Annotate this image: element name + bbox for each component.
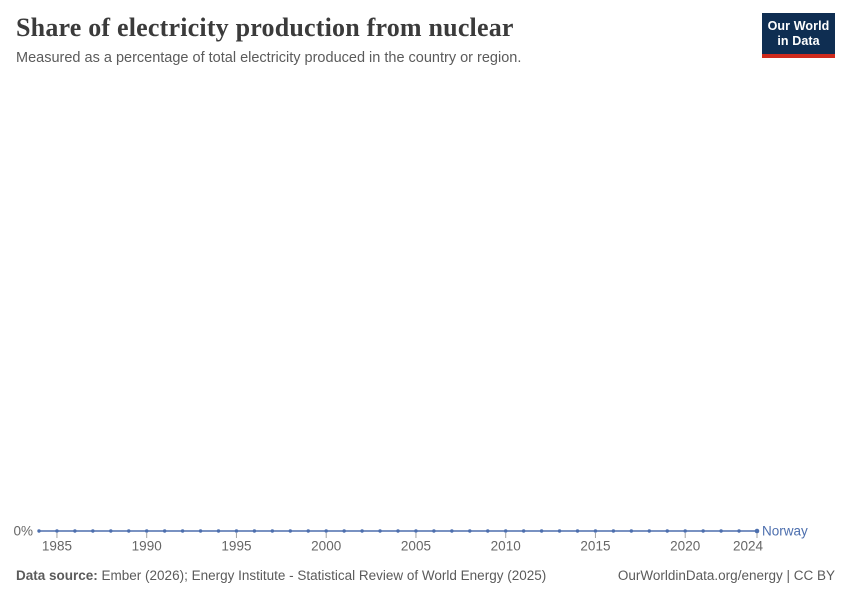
data-point[interactable] bbox=[216, 529, 221, 533]
data-point[interactable] bbox=[647, 529, 651, 533]
data-point[interactable] bbox=[683, 529, 687, 533]
page-subtitle: Measured as a percentage of total electr… bbox=[16, 49, 522, 66]
x-axis-label: 2024 bbox=[733, 539, 764, 554]
data-point[interactable] bbox=[252, 529, 257, 533]
data-point[interactable] bbox=[611, 529, 616, 533]
data-point[interactable] bbox=[306, 529, 310, 533]
data-point[interactable] bbox=[737, 529, 741, 533]
owid-logo-text-line1: Our World bbox=[767, 19, 830, 33]
data-source-text: Ember (2026); Energy Institute - Statist… bbox=[97, 568, 547, 583]
data-point[interactable] bbox=[91, 529, 95, 533]
data-point[interactable] bbox=[414, 529, 418, 533]
series-end-marker bbox=[754, 528, 760, 534]
data-point[interactable] bbox=[270, 529, 275, 533]
x-axis-label: 1990 bbox=[132, 539, 162, 554]
data-point[interactable] bbox=[378, 529, 382, 533]
owid-logo-text-line2: in Data bbox=[777, 33, 820, 48]
data-point[interactable] bbox=[324, 529, 328, 533]
data-source-note: Data source: Ember (2026); Energy Instit… bbox=[16, 568, 546, 584]
data-point[interactable] bbox=[701, 529, 705, 533]
data-point[interactable] bbox=[539, 529, 544, 533]
data-point[interactable] bbox=[468, 529, 472, 533]
data-point[interactable] bbox=[521, 529, 526, 533]
x-axis-label: 2015 bbox=[580, 539, 610, 554]
data-point[interactable] bbox=[360, 529, 364, 533]
data-point[interactable] bbox=[127, 529, 131, 533]
license-note: OurWorldinData.org/energy | CC BY bbox=[617, 568, 835, 583]
data-point[interactable] bbox=[55, 529, 59, 533]
data-point[interactable] bbox=[234, 529, 239, 533]
data-point[interactable] bbox=[288, 529, 292, 533]
x-axis-label: 2020 bbox=[670, 539, 700, 554]
data-point[interactable] bbox=[629, 529, 634, 533]
owid-logo[interactable]: Our World in Data bbox=[762, 13, 835, 58]
data-point[interactable] bbox=[593, 529, 598, 533]
chart-header: Share of electricity production from nuc… bbox=[16, 13, 835, 67]
data-point[interactable] bbox=[73, 529, 77, 533]
series-label-norway[interactable]: Norway bbox=[762, 524, 808, 539]
y-axis-label: 0% bbox=[13, 524, 33, 539]
x-axis-label: 2000 bbox=[311, 539, 341, 554]
data-point[interactable] bbox=[575, 529, 580, 533]
data-point[interactable] bbox=[504, 529, 508, 533]
chart-titles: Share of electricity production from nuc… bbox=[16, 13, 521, 67]
x-axis-label: 2010 bbox=[491, 539, 521, 554]
data-point[interactable] bbox=[342, 529, 346, 533]
x-axis-label: 1995 bbox=[221, 539, 251, 554]
data-point[interactable] bbox=[486, 529, 490, 533]
data-point[interactable] bbox=[109, 529, 113, 533]
data-point[interactable] bbox=[665, 529, 669, 533]
data-point[interactable] bbox=[145, 529, 149, 533]
x-axis-label: 1985 bbox=[42, 539, 72, 554]
data-point[interactable] bbox=[432, 529, 436, 533]
page-title: Share of electricity production from nuc… bbox=[16, 13, 514, 42]
data-point[interactable] bbox=[198, 529, 203, 533]
data-source-label: Data source: bbox=[16, 568, 98, 583]
data-point[interactable] bbox=[162, 529, 167, 533]
data-point[interactable] bbox=[450, 529, 454, 533]
x-axis-label: 2005 bbox=[401, 539, 431, 554]
data-point[interactable] bbox=[37, 529, 41, 533]
data-point[interactable] bbox=[180, 529, 185, 533]
data-point[interactable] bbox=[396, 529, 400, 533]
chart-footer: Data source: Ember (2026); Energy Instit… bbox=[16, 568, 835, 584]
data-point[interactable] bbox=[557, 529, 562, 533]
data-point[interactable] bbox=[719, 529, 723, 533]
